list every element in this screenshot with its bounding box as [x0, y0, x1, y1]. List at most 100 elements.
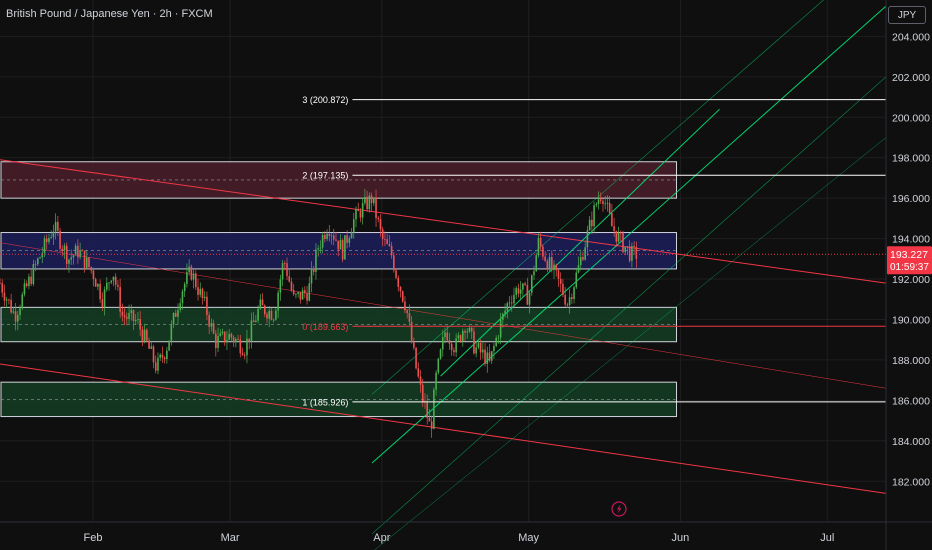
candle-body [439, 349, 442, 359]
candle-body [199, 288, 202, 295]
candle-body [450, 343, 453, 351]
candle-body [295, 293, 297, 295]
candle-body [551, 256, 553, 270]
candle-body [94, 279, 97, 287]
candle-body [475, 347, 477, 354]
candle-body [344, 235, 346, 260]
currency-selector[interactable]: JPY [888, 6, 926, 24]
candle-body [519, 289, 522, 294]
candle-body [123, 315, 126, 318]
candle-body [166, 350, 168, 360]
candle-body [90, 267, 93, 271]
candle-body [330, 235, 333, 237]
candle-body [201, 288, 204, 299]
candle-body [299, 292, 302, 300]
time-tick-label: May [518, 532, 539, 544]
candle-body [181, 291, 184, 304]
candle-body [542, 246, 544, 257]
candle-body [304, 290, 306, 294]
candle-body [413, 342, 415, 348]
candle-body [77, 245, 79, 258]
candle-body [591, 219, 593, 227]
candle-body [473, 331, 475, 354]
price-tick-label: 200.000 [892, 112, 930, 124]
symbol-title[interactable]: British Pound / Japanese Yen · 2h · FXCM [6, 8, 213, 20]
candle-body [159, 354, 162, 358]
candle-body [163, 357, 166, 360]
candle-body [259, 299, 262, 309]
candle-body [237, 339, 239, 340]
red-trendline-1 [0, 363, 887, 494]
candle-body [83, 250, 86, 268]
candle-body [635, 247, 638, 259]
candle-body [459, 335, 462, 342]
candle-body [246, 338, 248, 356]
candle-body [415, 347, 417, 369]
candle-body [455, 338, 457, 353]
candle-body [170, 324, 173, 341]
candle-body [128, 312, 130, 319]
candle-body [248, 338, 251, 342]
candle-body [619, 232, 622, 234]
candle-body [257, 308, 259, 321]
candle-body [321, 234, 324, 248]
candle-body [17, 314, 19, 322]
price-tick-label: 184.000 [892, 436, 930, 448]
candle-body [530, 275, 533, 293]
candle-body [137, 318, 139, 320]
lightning-icon [611, 501, 627, 517]
candle-body [74, 245, 77, 256]
candle-body [559, 278, 562, 284]
candle-body [230, 333, 233, 338]
candle-body [130, 310, 133, 313]
candle-body [5, 299, 8, 301]
candle-body [215, 333, 217, 349]
candle-body [341, 240, 344, 260]
candle-body [328, 233, 331, 236]
candle-body [562, 283, 564, 295]
candle-body [221, 331, 224, 334]
candle-body [346, 235, 348, 243]
candle-body [484, 349, 486, 364]
candle-body [177, 309, 179, 317]
candle-body [206, 296, 208, 316]
candle-body [502, 313, 504, 320]
candle-body [406, 310, 408, 314]
candle-body [108, 282, 110, 284]
price-badge-countdown: 01:59:37 [890, 262, 929, 273]
candle-body [301, 290, 304, 300]
candle-body [593, 205, 595, 227]
candle-body [624, 246, 627, 253]
candle-body [326, 233, 328, 239]
candle-body [1, 283, 4, 293]
candle-body [404, 301, 406, 311]
candle-body [388, 244, 391, 246]
candle-body [99, 283, 101, 300]
candle-body [3, 292, 6, 301]
candle-body [297, 292, 299, 294]
candle-body [608, 202, 611, 214]
candle-body [97, 283, 99, 287]
candle-body [228, 333, 230, 340]
candle-body [453, 350, 455, 353]
candle-body [110, 280, 113, 283]
candle-body [573, 287, 575, 300]
candle-body [103, 289, 106, 308]
price-tick-label: 188.000 [892, 355, 930, 367]
candle-body [8, 299, 10, 301]
red-trendline-0 [0, 159, 887, 284]
candle-body [32, 264, 35, 284]
candle-body [141, 329, 144, 342]
candle-body [121, 311, 124, 316]
candle-body [217, 336, 219, 349]
candle-body [279, 279, 282, 293]
candle-body [510, 302, 513, 304]
price-tick-label: 202.000 [892, 72, 930, 84]
candle-body [332, 235, 335, 240]
green-channel-line-4 [374, 137, 887, 550]
candle-body [203, 296, 206, 299]
candle-body [14, 311, 17, 322]
